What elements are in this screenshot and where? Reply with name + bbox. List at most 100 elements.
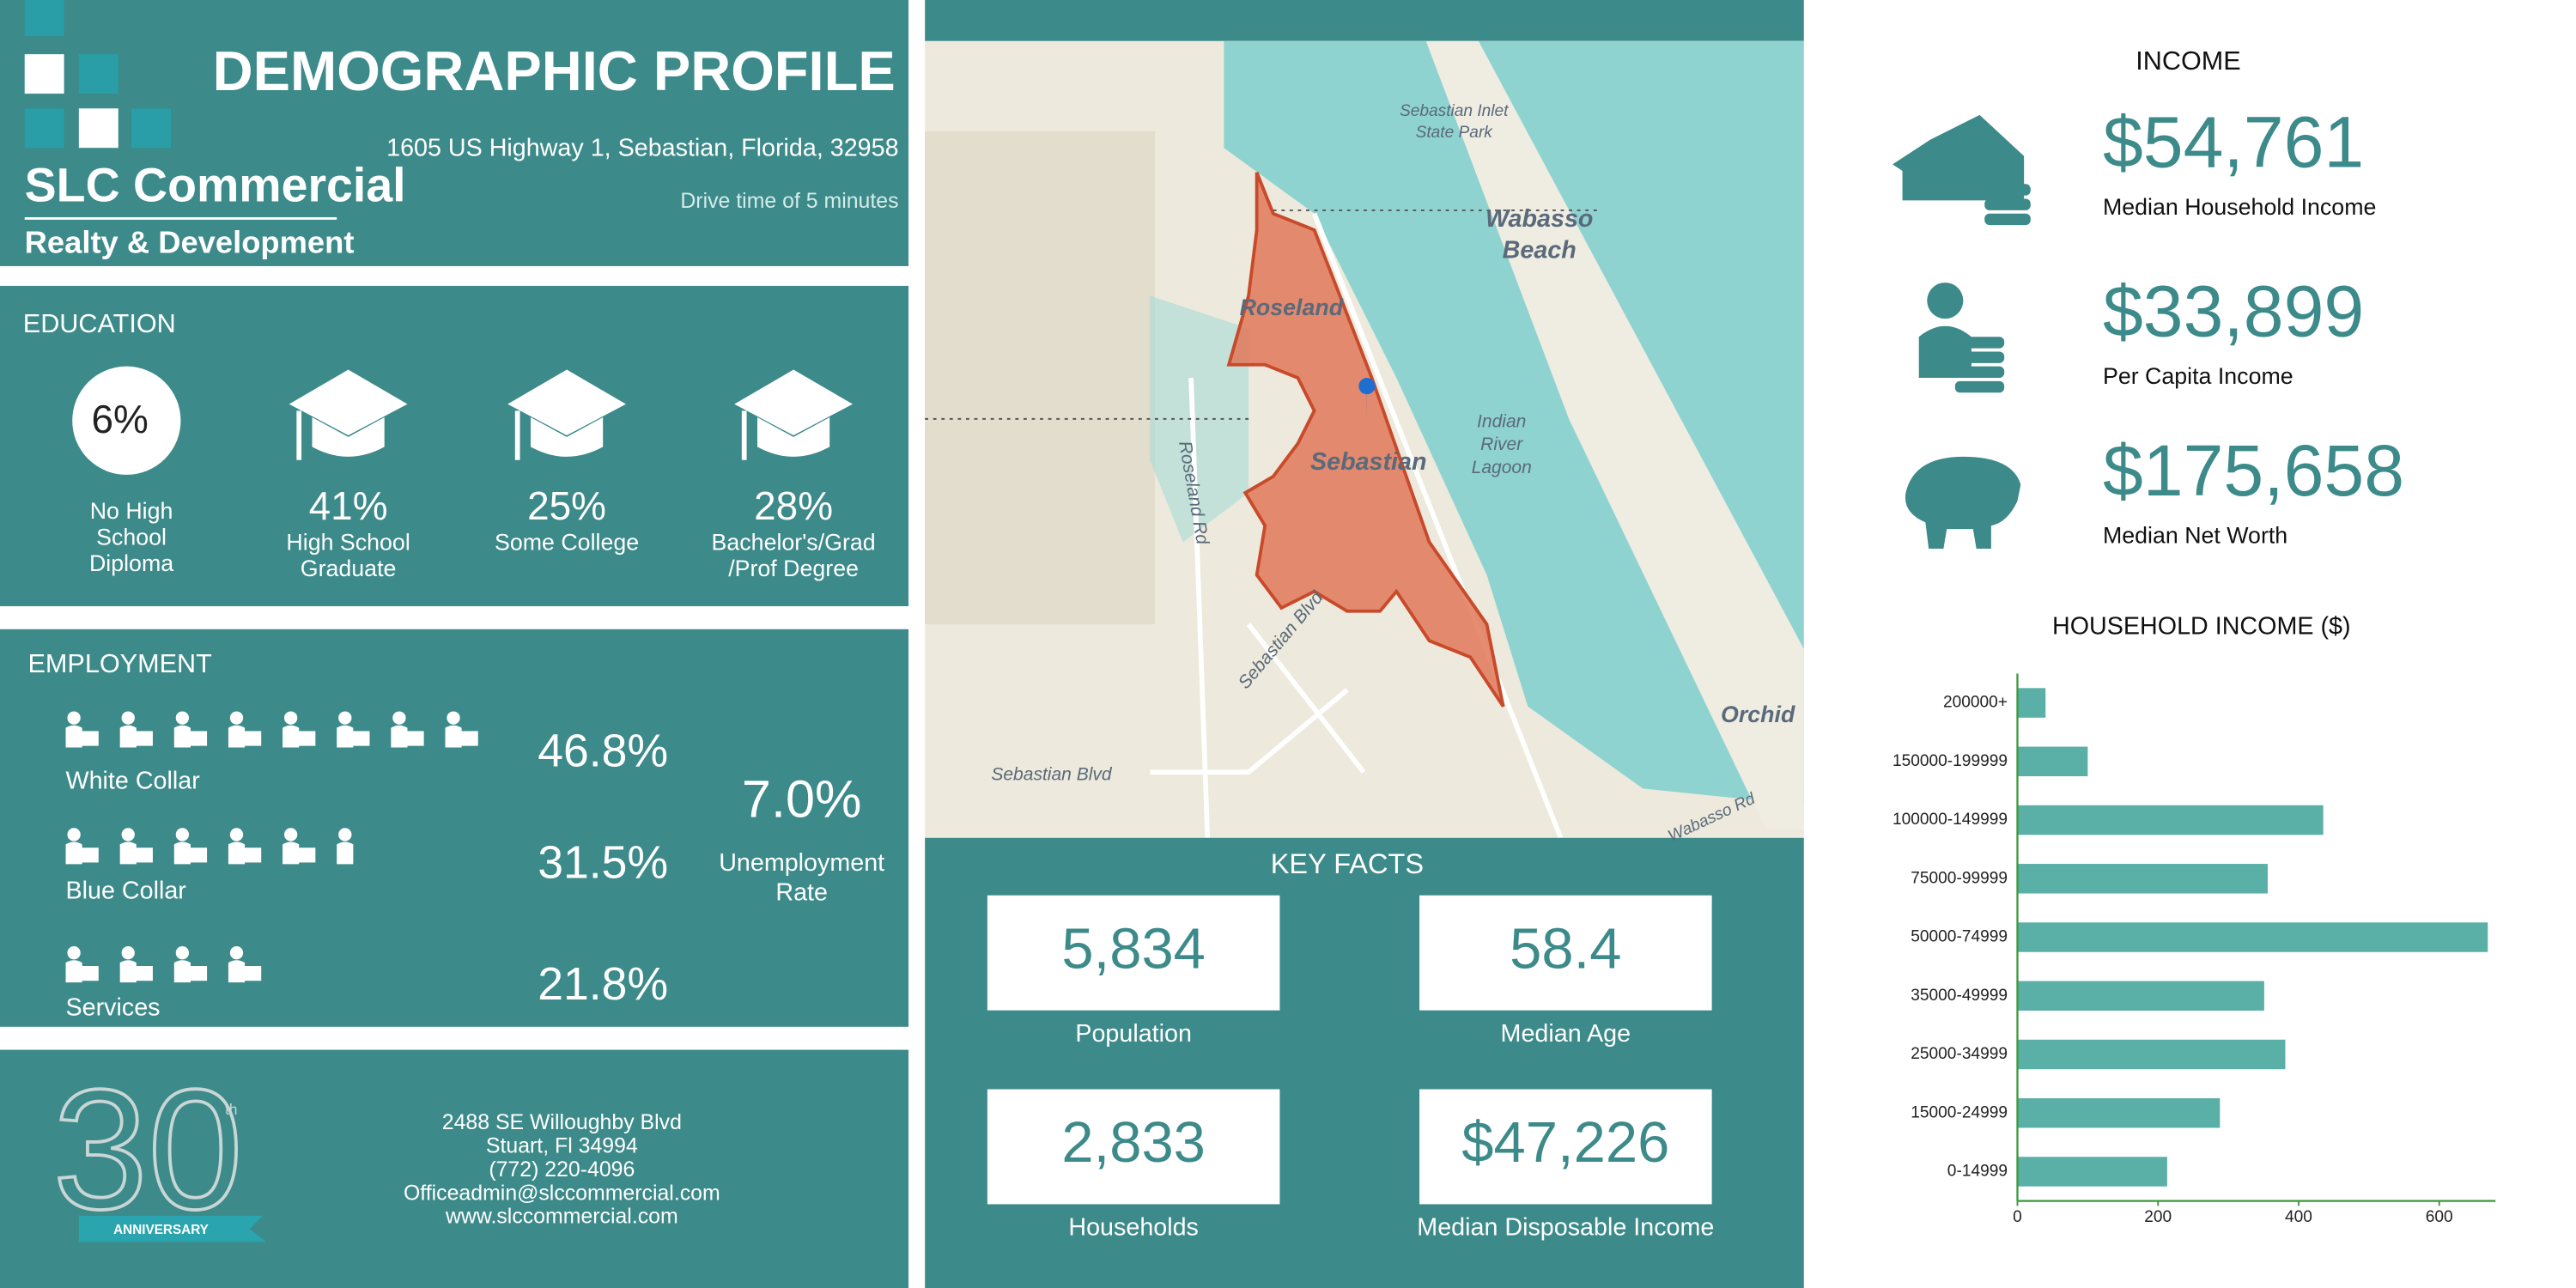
title: DEMOGRAPHIC PROFILE (213, 39, 896, 102)
employment-icon (228, 828, 262, 865)
bar (2017, 746, 2088, 777)
employment-panel (0, 629, 909, 1027)
coins-icon (1984, 184, 2031, 226)
contact-line: 2488 SE Willoughby Blvd (442, 1110, 682, 1134)
employment-icon (228, 711, 262, 748)
fact-box (987, 895, 1280, 1011)
education-label: School (96, 525, 167, 550)
icon-head (338, 828, 352, 841)
icon-head (229, 711, 244, 725)
icon-desk (404, 731, 424, 746)
icon-body (65, 960, 82, 983)
icon-body (119, 725, 137, 748)
employment-value: 46.8% (538, 726, 668, 776)
employment-icon (283, 711, 316, 748)
icon-body (119, 960, 137, 983)
contact-line: Stuart, Fl 34994 (486, 1134, 638, 1158)
income-label: Per Capita Income (2103, 363, 2293, 389)
fact-value: $47,226 (1461, 1110, 1669, 1175)
icon-desk (349, 731, 370, 746)
y-tick-label: 0-14999 (1947, 1163, 2008, 1181)
employment-icon (65, 946, 99, 983)
employment-label: Blue Collar (66, 877, 187, 904)
employment-icon (119, 828, 153, 865)
fact-label: Median Age (1501, 1020, 1631, 1048)
icon-body (173, 841, 191, 865)
contact-panel (0, 1049, 909, 1288)
drive-time: Drive time of 5 minutes (680, 189, 898, 213)
icon-head (175, 711, 190, 725)
fact-box (1419, 1089, 1712, 1205)
icon-head (121, 828, 135, 841)
fact-label: Population (1075, 1020, 1192, 1048)
y-tick-label: 100000-149999 (1893, 811, 2008, 829)
map-label: Lagoon (1472, 458, 1532, 477)
icon-body (119, 841, 137, 865)
icon-body (228, 841, 246, 865)
employment-icon (119, 946, 153, 983)
icon-desk (187, 966, 208, 981)
education-label: No High (90, 498, 173, 524)
fact-box (987, 1089, 1280, 1205)
income-value: $54,761 (2103, 101, 2364, 182)
icon-body (173, 725, 191, 748)
piggy-bank-icon (1905, 456, 2021, 550)
icon-body (445, 725, 462, 748)
y-tick-label: 15000-24999 (1911, 1103, 2008, 1121)
map-label: State Park (1416, 124, 1494, 142)
education-value: 41% (309, 483, 388, 528)
y-tick-label: 150000-199999 (1893, 752, 2008, 770)
education-label: /Prof Degree (728, 556, 859, 581)
fact-box (1419, 895, 1712, 1011)
fact-value: 2,833 (1061, 1110, 1206, 1175)
icon-head (121, 946, 135, 960)
map-label: Roseland (1240, 295, 1344, 320)
icon-desk (132, 731, 153, 746)
icon-desk (241, 966, 262, 981)
contact-line: Officeadmin@slccommercial.com (404, 1181, 720, 1205)
employment-icon (228, 946, 262, 983)
employment-icon (391, 711, 424, 748)
employment-icon (173, 711, 208, 748)
bar (2017, 864, 2268, 894)
icon-body (228, 960, 246, 983)
graduation-cap-icon (289, 369, 408, 457)
employment-label: Services (66, 993, 161, 1021)
x-tick-label: 200 (2144, 1208, 2172, 1226)
graduation-cap-icon (734, 369, 853, 457)
icon-desk (458, 731, 478, 746)
icon-desk (241, 731, 262, 746)
map-label: Sebastian (1310, 448, 1427, 476)
coins-icon (1954, 337, 2005, 393)
bar (2017, 688, 2046, 718)
bar (2017, 922, 2488, 952)
icon-head (175, 828, 190, 841)
x-tick-label: 0 (2013, 1208, 2022, 1226)
icon-body (173, 960, 191, 983)
income-value: $33,899 (2103, 270, 2364, 351)
bar (2017, 805, 2324, 835)
icon-desk (78, 848, 99, 863)
income-icons (1893, 114, 2031, 550)
address: 1605 US Highway 1, Sebastian, Florida, 3… (386, 135, 898, 162)
anniversary-label: ANNIVERSARY (113, 1223, 209, 1237)
employment-icon (337, 711, 370, 748)
y-tick-label: 50000-74999 (1911, 928, 2008, 946)
y-tick-label: 75000-99999 (1911, 869, 2008, 887)
map (925, 40, 1804, 839)
income-label: Median Household Income (2103, 194, 2376, 220)
icon-body (65, 725, 82, 748)
icon-head (175, 946, 190, 960)
map-label: River (1480, 434, 1523, 454)
section-title: EMPLOYMENT (28, 649, 212, 678)
icon-body (283, 841, 300, 865)
map-label: Indian (1477, 411, 1526, 431)
graduation-cap-icon (507, 369, 626, 457)
icon-head (283, 828, 298, 841)
icon-head (392, 711, 406, 725)
education-circle (72, 366, 181, 475)
income-value: $175,658 (2103, 430, 2404, 511)
map-label: Orchid (1721, 702, 1795, 727)
section-title: EDUCATION (23, 309, 176, 338)
